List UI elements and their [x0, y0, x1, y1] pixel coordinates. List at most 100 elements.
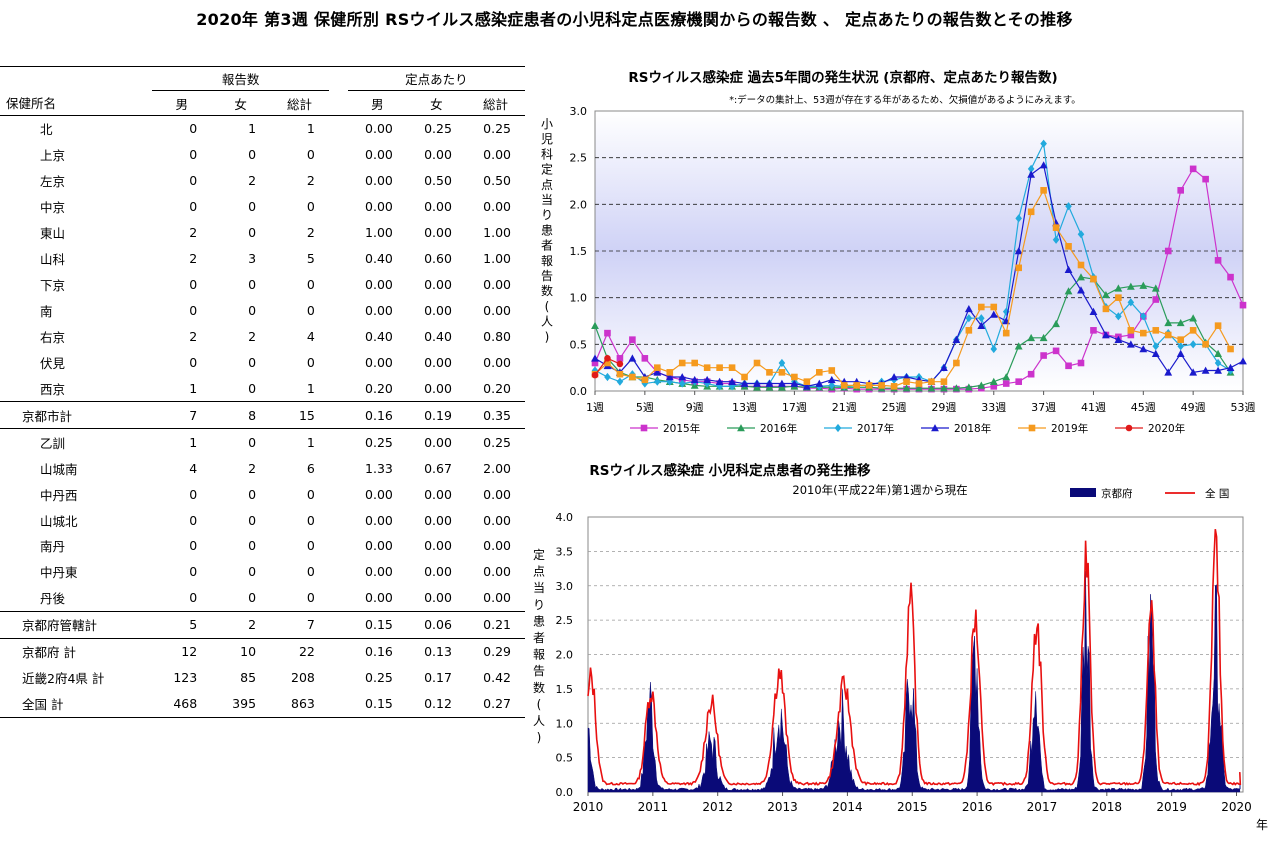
data-point	[591, 354, 599, 362]
report-count: 0	[248, 225, 257, 241]
data-point	[1040, 139, 1047, 148]
data-point	[1027, 164, 1035, 173]
report-count: 6	[306, 460, 315, 476]
report-count: 2	[248, 173, 257, 189]
y-tick-label: 0.5	[570, 338, 588, 351]
report-count: 10	[211, 637, 271, 665]
data-point	[1140, 312, 1147, 321]
per-sentinel-value: 0.16	[347, 401, 407, 429]
series-2019年	[591, 187, 1234, 390]
data-point	[678, 379, 686, 388]
report-count: 4	[306, 328, 315, 344]
report-count: 0	[306, 199, 315, 215]
data-point	[1102, 290, 1110, 299]
per-sentinel-value: 0.00	[483, 277, 511, 293]
per-sentinel-value: 0.12	[406, 690, 466, 718]
row-name: 中京	[40, 200, 66, 216]
per-sentinel-value: 0.00	[365, 512, 393, 528]
five-year-chart: RSウイルス感染症 過去5年間の発生状況 (京都府、定点あたり報告数) *:デー…	[541, 69, 1256, 435]
data-point	[1002, 380, 1010, 387]
data-point	[1176, 349, 1185, 357]
report-count: 7	[152, 401, 212, 429]
per-sentinel-value: 0.29	[465, 637, 525, 665]
legend-item: 2020年	[1115, 422, 1185, 435]
per-sentinel-value: 0.00	[365, 486, 393, 502]
report-count: 1	[189, 380, 198, 396]
row-name: 丹後	[40, 591, 66, 607]
data-point	[1065, 243, 1072, 250]
report-count: 0	[189, 121, 198, 137]
x-tick-label: 13週	[732, 401, 757, 414]
data-point	[641, 376, 649, 384]
data-point	[753, 359, 761, 367]
per-sentinel-value: 0.17	[424, 670, 452, 686]
x-unit-label: 年	[1256, 818, 1268, 832]
data-point	[927, 384, 936, 392]
data-point	[678, 373, 687, 381]
report-count: 4	[189, 460, 198, 476]
data-point	[965, 327, 973, 334]
data-point	[940, 384, 948, 392]
data-point	[1239, 357, 1247, 365]
row-name: 南	[40, 304, 53, 320]
data-point	[989, 310, 998, 318]
data-point	[591, 359, 599, 367]
data-point	[1114, 284, 1123, 292]
row-name: 下京	[40, 278, 66, 294]
group-header-per-sentinel: 定点あたり	[347, 66, 525, 91]
per-sentinel-value: 0.00	[365, 199, 393, 215]
x-tick-label: 9週	[686, 401, 704, 414]
data-point	[716, 364, 723, 371]
data-point	[778, 369, 786, 376]
per-sentinel-value: 0.16	[347, 637, 407, 665]
data-point	[1102, 305, 1110, 313]
ylabel-char: 患	[541, 223, 553, 237]
data-point	[1027, 370, 1035, 378]
row-name: 山科	[40, 252, 66, 268]
ylabel-char: 小	[541, 117, 553, 131]
ylabel-char: 人	[541, 315, 553, 329]
report-count: 2	[189, 328, 198, 344]
data-point	[778, 358, 786, 368]
data-point	[1077, 286, 1085, 294]
report-count: 1	[152, 428, 212, 456]
ylabel-char: り	[533, 598, 545, 612]
per-sentinel-value: 0.20	[483, 380, 511, 396]
legend-label: 2017年	[857, 422, 894, 435]
per-sentinel-value: 0.00	[365, 147, 393, 163]
y-tick-label: 3.0	[556, 580, 574, 593]
data-point	[1202, 341, 1209, 348]
data-point	[1090, 327, 1097, 334]
data-point	[1227, 273, 1234, 281]
row-name: 東山	[40, 226, 66, 242]
per-sentinel-value: 0.35	[465, 401, 525, 429]
per-sentinel-value: 0.25	[365, 670, 393, 686]
table-row: 伏見 0 0 0 0.00 0.00 0.00	[0, 349, 525, 375]
data-point	[1052, 347, 1060, 355]
per-sentinel-value: 1.00	[483, 251, 511, 267]
data-point	[1077, 359, 1085, 367]
x-tick-label: 37週	[1031, 401, 1056, 414]
data-point	[703, 364, 711, 371]
data-point	[1064, 265, 1073, 273]
data-point	[1152, 296, 1160, 303]
per-sentinel-value: 0.19	[406, 401, 466, 429]
series-2020年	[591, 355, 624, 379]
ylabel-char: り	[541, 208, 553, 222]
data-point	[1202, 175, 1209, 183]
report-count: 5	[152, 610, 212, 639]
report-count: 0	[248, 354, 257, 370]
data-point	[1189, 314, 1198, 322]
report-count: 8	[211, 401, 271, 429]
data-point	[653, 368, 662, 376]
data-point	[654, 377, 661, 386]
data-point	[1127, 298, 1135, 307]
per-sentinel-value: 0.00	[424, 303, 452, 319]
data-point	[1064, 287, 1073, 295]
report-count: 0	[189, 303, 198, 319]
ylabel-char: 者	[541, 239, 553, 253]
per-sentinel-value: 0.00	[424, 277, 452, 293]
per-sentinel-value: 0.00	[365, 354, 393, 370]
data-point	[964, 383, 973, 391]
